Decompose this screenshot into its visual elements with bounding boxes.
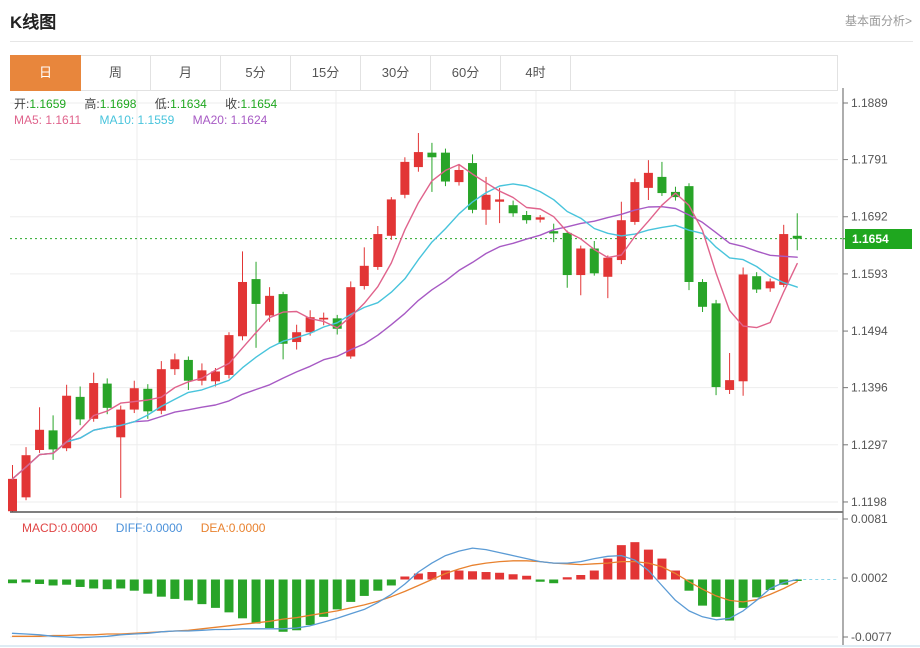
ma20-value: 1.1624 [230,113,268,127]
high-label: 高: [84,97,100,111]
close-pair: 收:1.1654 [225,97,277,111]
open-label: 开: [14,97,30,111]
open-pair: 开:1.1659 [14,97,66,111]
dea-label: DEA: [200,521,229,535]
tab-4hour[interactable]: 4时 [501,55,571,91]
high-value: 1.1698 [99,97,137,111]
ma5-pair: MA5: 1.1611 [14,113,81,127]
ma5-label: MA5: [14,113,43,127]
tab-day[interactable]: 日 [10,55,81,91]
svg-text:1.1297: 1.1297 [851,438,888,452]
svg-text:0.0002: 0.0002 [851,571,888,585]
svg-text:1.1889: 1.1889 [851,96,888,110]
diff-pair: DIFF:0.0000 [116,521,183,535]
tab-week[interactable]: 周 [81,55,151,91]
close-label: 收: [225,97,241,111]
dea-pair: DEA:0.0000 [201,521,266,535]
tab-30min[interactable]: 30分 [361,55,431,91]
dea-value: 0.0000 [228,521,266,535]
ma10-label: MA10: [99,113,135,127]
fundamental-analysis-link[interactable]: 基本面分析> [844,14,912,28]
open-value: 1.1659 [29,97,67,111]
ma-legend: MA5: 1.1611 MA10: 1.1559 MA20: 1.1624 [14,113,282,127]
low-value: 1.1634 [170,97,207,111]
tab-month[interactable]: 月 [151,55,221,91]
macd-label: MACD: [22,521,61,535]
svg-text:1.1494: 1.1494 [851,324,888,338]
ma20-label: MA20: [192,113,228,127]
ma5-value: 1.1611 [45,113,82,127]
ma10-pair: MA10: 1.1559 [100,113,175,127]
macd-pair: MACD:0.0000 [22,521,97,535]
tab-60min[interactable]: 60分 [431,55,501,91]
macd-legend: MACD:0.0000 DIFF:0.0000 DEA:0.0000 [22,521,280,535]
close-value: 1.1654 [240,97,278,111]
svg-text:1.1791: 1.1791 [851,153,888,167]
ohlc-legend: 开:1.1659 高:1.1698 低:1.1634 收:1.1654 [14,95,292,112]
tab-15min[interactable]: 15分 [291,55,361,91]
diff-value: 0.0000 [145,521,183,535]
ma20-pair: MA20: 1.1624 [193,113,268,127]
svg-text:1.1198: 1.1198 [851,495,887,509]
low-label: 低: [154,97,171,111]
diff-label: DIFF: [115,521,146,535]
title-divider [10,41,913,42]
low-pair: 低:1.1634 [155,97,207,111]
ma10-value: 1.1559 [137,113,175,127]
tab-5min[interactable]: 5分 [221,55,291,91]
svg-text:-0.0077: -0.0077 [851,630,892,644]
svg-text:1.1593: 1.1593 [851,267,888,281]
tabs-filler [571,55,838,91]
svg-text:0.0081: 0.0081 [851,512,888,526]
high-pair: 高:1.1698 [84,97,136,111]
current-price-tag: 1.1654 [845,229,912,249]
period-tabs: 日 周 月 5分 15分 30分 60分 4时 [10,55,838,91]
macd-value: 0.0000 [60,521,98,535]
svg-text:1.1692: 1.1692 [851,210,888,224]
svg-text:1.1396: 1.1396 [851,381,888,395]
page-title: K线图 [10,13,57,32]
